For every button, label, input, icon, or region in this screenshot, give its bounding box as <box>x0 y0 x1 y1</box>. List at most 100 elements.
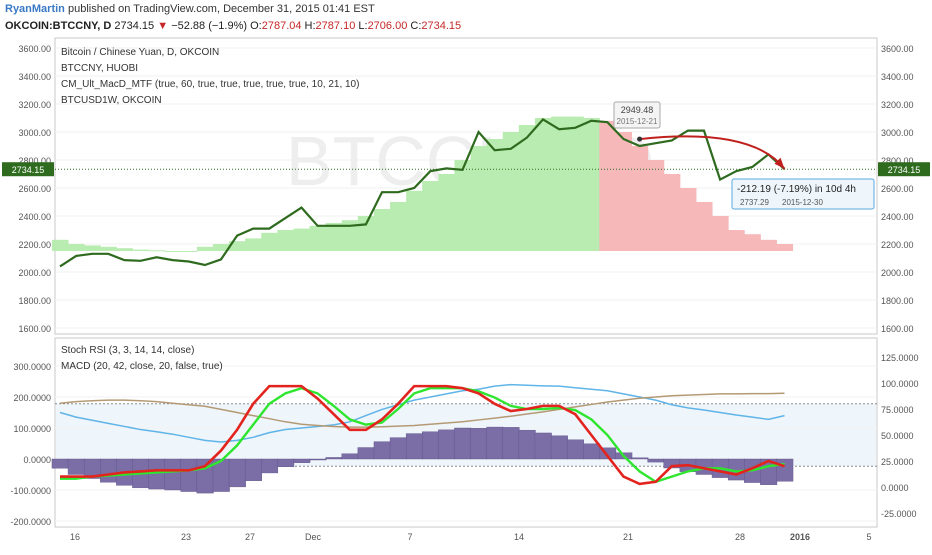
histogram-bar <box>84 245 101 251</box>
histogram-bar <box>454 160 472 251</box>
osc-tick-right: 100.0000 <box>881 379 919 389</box>
osc-tick-left: -200.0000 <box>10 517 51 527</box>
macd-histogram-bar <box>51 458 69 469</box>
osc-legend-item: MACD (20, 42, close, 20, false, true) <box>61 361 223 372</box>
macd-histogram-bar <box>261 458 279 474</box>
time-axis-label: 28 <box>735 532 745 542</box>
histogram-bar <box>341 220 359 251</box>
osc-tick-right: 0.0000 <box>881 483 909 493</box>
time-axis-label: Dec <box>305 532 322 542</box>
ohlc-line: OKCOIN:BTCCNY, D 2734.15 ▼ −52.88 (−1.9%… <box>5 20 461 32</box>
time-axis-label: 21 <box>623 532 633 542</box>
open-label: O: <box>250 20 262 32</box>
time-axis-label: 14 <box>514 532 524 542</box>
price-tick-left: 1600.00 <box>18 324 51 334</box>
arrow-head-icon <box>774 157 785 169</box>
histogram-bar <box>261 232 278 251</box>
macd-line <box>59 383 785 443</box>
osc-tick-left: -100.0000 <box>10 486 51 496</box>
histogram-bar <box>534 118 552 251</box>
osc-tick-left: 100.0000 <box>13 424 51 434</box>
high-label: H: <box>304 20 316 32</box>
macd-histogram-bar <box>389 437 407 460</box>
measure-arrow <box>639 135 786 170</box>
macd-histogram-bar <box>502 427 520 460</box>
histogram-bar <box>196 246 214 251</box>
price-tick-right: 3400.00 <box>881 72 914 82</box>
histogram-bar <box>470 146 488 251</box>
macd-histogram-bar <box>180 458 198 492</box>
histogram-bar <box>406 190 423 251</box>
macd-histogram-bar <box>550 435 568 460</box>
low-value: 2706.00 <box>367 20 408 32</box>
price-change: −52.88 (−1.9%) <box>171 20 248 32</box>
high-value: 2787.10 <box>315 20 356 32</box>
histogram-bar <box>373 209 391 251</box>
symbol-label[interactable]: OKCOIN:BTCCNY, D <box>5 20 112 32</box>
price-tick-left: 3600.00 <box>18 44 51 54</box>
histogram-bar <box>486 139 504 251</box>
price-tick-left: 2800.00 <box>18 156 51 166</box>
histogram-bar <box>100 246 117 251</box>
macd-histogram-bar <box>405 433 423 460</box>
histogram-bar <box>663 174 681 251</box>
histogram-bar <box>309 225 327 251</box>
price-tick-right: 3000.00 <box>881 128 914 138</box>
measure-callout-box <box>731 178 875 210</box>
histogram-bar <box>776 244 794 251</box>
macd-histogram-bar <box>244 458 262 481</box>
high-callout-box <box>613 101 661 129</box>
histogram-bar <box>615 132 633 251</box>
histogram-bar <box>518 125 536 251</box>
measure-start-point <box>637 136 643 142</box>
histogram-bar <box>68 244 85 251</box>
macd-histogram-bar <box>647 458 665 463</box>
osc-tick-right: 25.0000 <box>881 457 914 467</box>
price-tick-right: 2800.00 <box>881 156 914 166</box>
price-legend-item: CM_Ult_MacD_MTF (true, 60, true, true, t… <box>61 79 359 90</box>
high-callout-date: 2015-12-21 <box>617 117 658 126</box>
osc-tick-right: 125.0000 <box>881 353 919 363</box>
histogram-bar <box>647 160 665 251</box>
histogram-bar <box>180 251 198 252</box>
histogram-bar <box>712 216 729 251</box>
price-tick-right: 1800.00 <box>881 296 914 306</box>
macd-histogram-bar <box>422 431 440 460</box>
histogram-bar <box>502 132 520 251</box>
chart-header: RyanMartin published on TradingView.com,… <box>0 0 932 36</box>
macd-histogram-bar <box>228 458 246 488</box>
price-tick-left: 3200.00 <box>18 100 51 110</box>
measure-callout-change: -212.19 (-7.19%) in 10d 4h <box>737 184 856 195</box>
price-legend-item: Bitcoin / Chinese Yuan, D, OKCOIN <box>61 47 219 58</box>
osc-tick-left: 0.0000 <box>23 455 51 465</box>
last-price-tag-right <box>878 162 930 177</box>
high-callout-value: 2949.48 <box>621 105 654 115</box>
last-price-tag-left <box>2 162 54 177</box>
author-link[interactable]: RyanMartin <box>5 3 65 15</box>
osc-tick-right: 75.0000 <box>881 405 914 415</box>
macd-histogram-bar <box>341 453 359 460</box>
histogram-bar <box>293 228 311 251</box>
histogram-bar <box>132 249 150 251</box>
macd-histogram-bar <box>470 428 488 460</box>
open-value: 2787.04 <box>261 20 302 32</box>
macd-histogram-bar <box>454 427 472 460</box>
osc-tick-left: 300.0000 <box>13 362 51 372</box>
macd-histogram-bar <box>293 458 311 463</box>
time-axis-label: 7 <box>407 532 412 542</box>
macd-signal-line <box>59 392 785 428</box>
macd-histogram-bar <box>325 457 343 460</box>
macd-histogram-bar <box>148 458 166 490</box>
price-tick-left: 3400.00 <box>18 72 51 82</box>
price-tick-right: 2400.00 <box>881 212 914 222</box>
histogram-bar <box>438 174 455 251</box>
macd-histogram-bar <box>196 458 214 494</box>
price-series-line <box>59 117 786 268</box>
price-tick-left: 3000.00 <box>18 128 51 138</box>
histogram-bar <box>599 120 616 251</box>
histogram-bar <box>551 116 568 251</box>
histogram-bar <box>567 116 584 251</box>
histogram-bar <box>744 234 761 251</box>
